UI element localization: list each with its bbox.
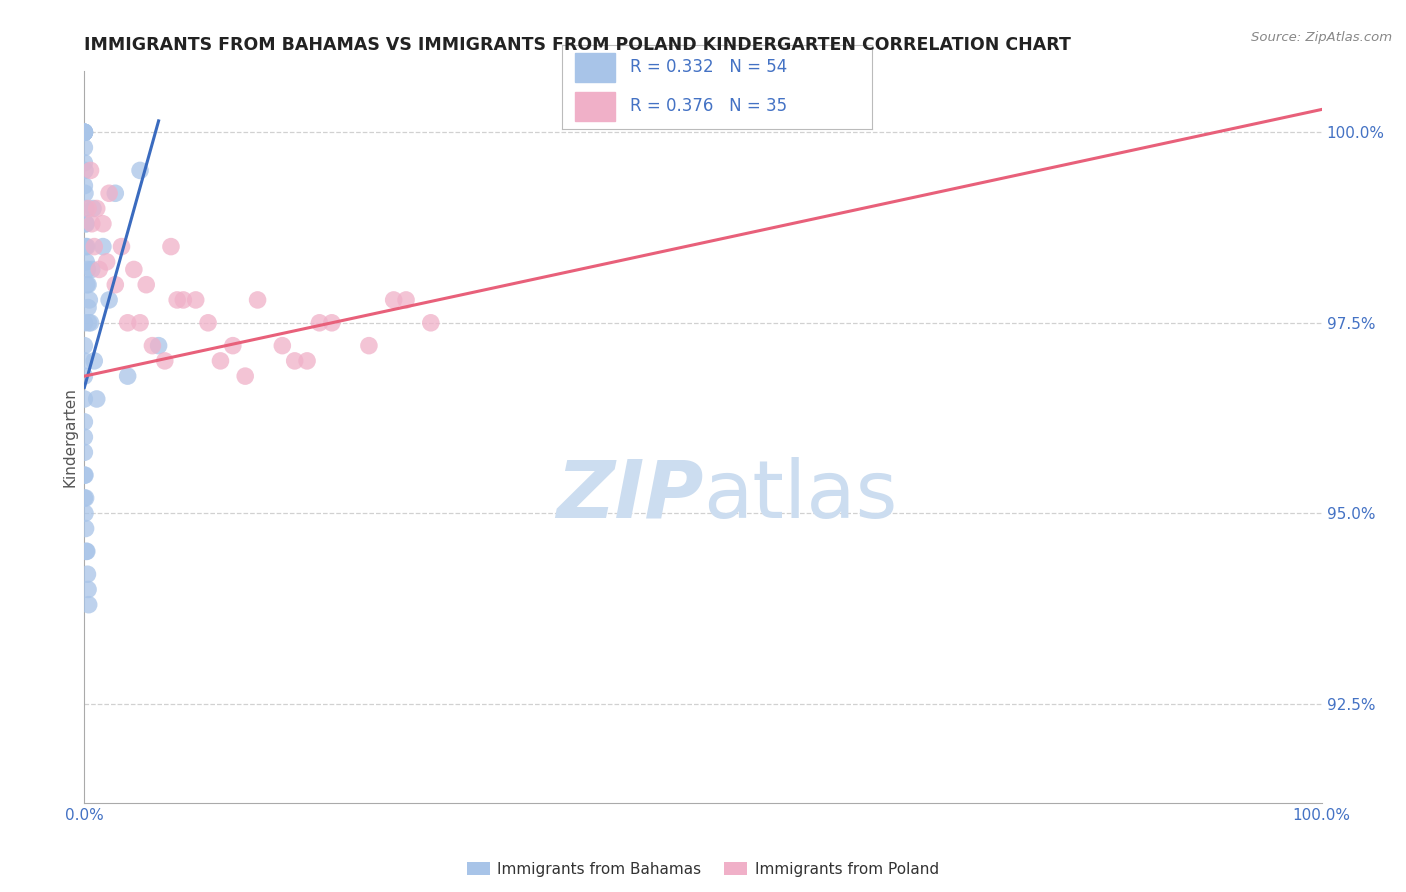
Point [80,217,103,231]
Point [166,293,188,307]
Point [73,338,96,352]
Point [77,598,100,612]
Point [80,262,103,277]
Point [141,338,163,352]
Point [77,277,100,292]
Point [75,491,97,505]
Point [110,239,132,253]
Point [83,239,105,253]
Point [73,125,96,139]
Point [308,316,330,330]
Text: ZIP: ZIP [555,457,703,534]
Point [122,262,145,277]
Point [73,392,96,406]
Point [222,338,245,352]
Point [75,217,97,231]
Point [75,255,97,269]
Point [295,354,318,368]
FancyBboxPatch shape [575,54,614,82]
Point [129,163,152,178]
Point [77,316,100,330]
Point [73,140,96,154]
Point [75,544,97,558]
Point [153,354,176,368]
Point [79,293,101,307]
Y-axis label: Kindergarten: Kindergarten [62,387,77,487]
Point [197,316,219,330]
Point [73,430,96,444]
Text: R = 0.376   N = 35: R = 0.376 N = 35 [630,97,787,115]
Point [91,239,114,253]
Point [73,316,96,330]
Text: atlas: atlas [703,457,897,534]
Point [73,163,96,178]
Point [184,293,207,307]
Point [73,125,96,139]
Point [104,277,127,292]
Point [321,316,343,330]
Point [76,567,98,582]
Legend: Immigrants from Bahamas, Immigrants from Poland: Immigrants from Bahamas, Immigrants from… [461,855,945,883]
Point [77,301,100,315]
Point [117,316,139,330]
Point [284,354,307,368]
Text: Source: ZipAtlas.com: Source: ZipAtlas.com [1251,31,1392,45]
FancyBboxPatch shape [575,92,614,120]
Point [104,186,127,201]
Point [129,316,152,330]
Point [73,186,96,201]
Point [73,506,96,520]
Point [73,468,96,483]
Point [246,293,269,307]
Point [73,178,96,193]
Point [91,217,114,231]
Point [73,125,96,139]
Point [86,392,108,406]
Text: IMMIGRANTS FROM BAHAMAS VS IMMIGRANTS FROM POLAND KINDERGARTEN CORRELATION CHART: IMMIGRANTS FROM BAHAMAS VS IMMIGRANTS FR… [84,36,1071,54]
Point [96,255,118,269]
Point [76,544,98,558]
Point [73,125,96,139]
Point [75,239,97,253]
Point [382,293,405,307]
Point [82,202,104,216]
Point [75,202,97,216]
Point [271,338,294,352]
Point [79,316,101,330]
Point [98,186,121,201]
Text: R = 0.332   N = 54: R = 0.332 N = 54 [630,59,787,77]
Point [73,155,96,169]
Point [73,354,96,368]
Point [135,277,157,292]
Point [76,239,98,253]
Point [76,262,98,277]
Point [73,491,96,505]
Point [98,293,121,307]
Point [117,369,139,384]
Point [148,338,170,352]
Point [73,369,96,384]
Point [75,217,97,231]
Point [73,415,96,429]
Point [73,125,96,139]
Point [172,293,194,307]
Point [77,202,100,216]
Point [76,277,98,292]
Point [209,354,232,368]
Point [73,125,96,139]
Point [395,293,418,307]
Point [73,468,96,483]
Point [79,163,101,178]
Point [73,445,96,459]
Point [77,582,100,597]
Point [89,262,111,277]
Point [160,239,183,253]
Point [73,125,96,139]
Point [357,338,380,352]
Point [86,202,108,216]
Point [419,316,441,330]
Point [75,521,97,535]
Point [233,369,256,384]
Point [83,354,105,368]
